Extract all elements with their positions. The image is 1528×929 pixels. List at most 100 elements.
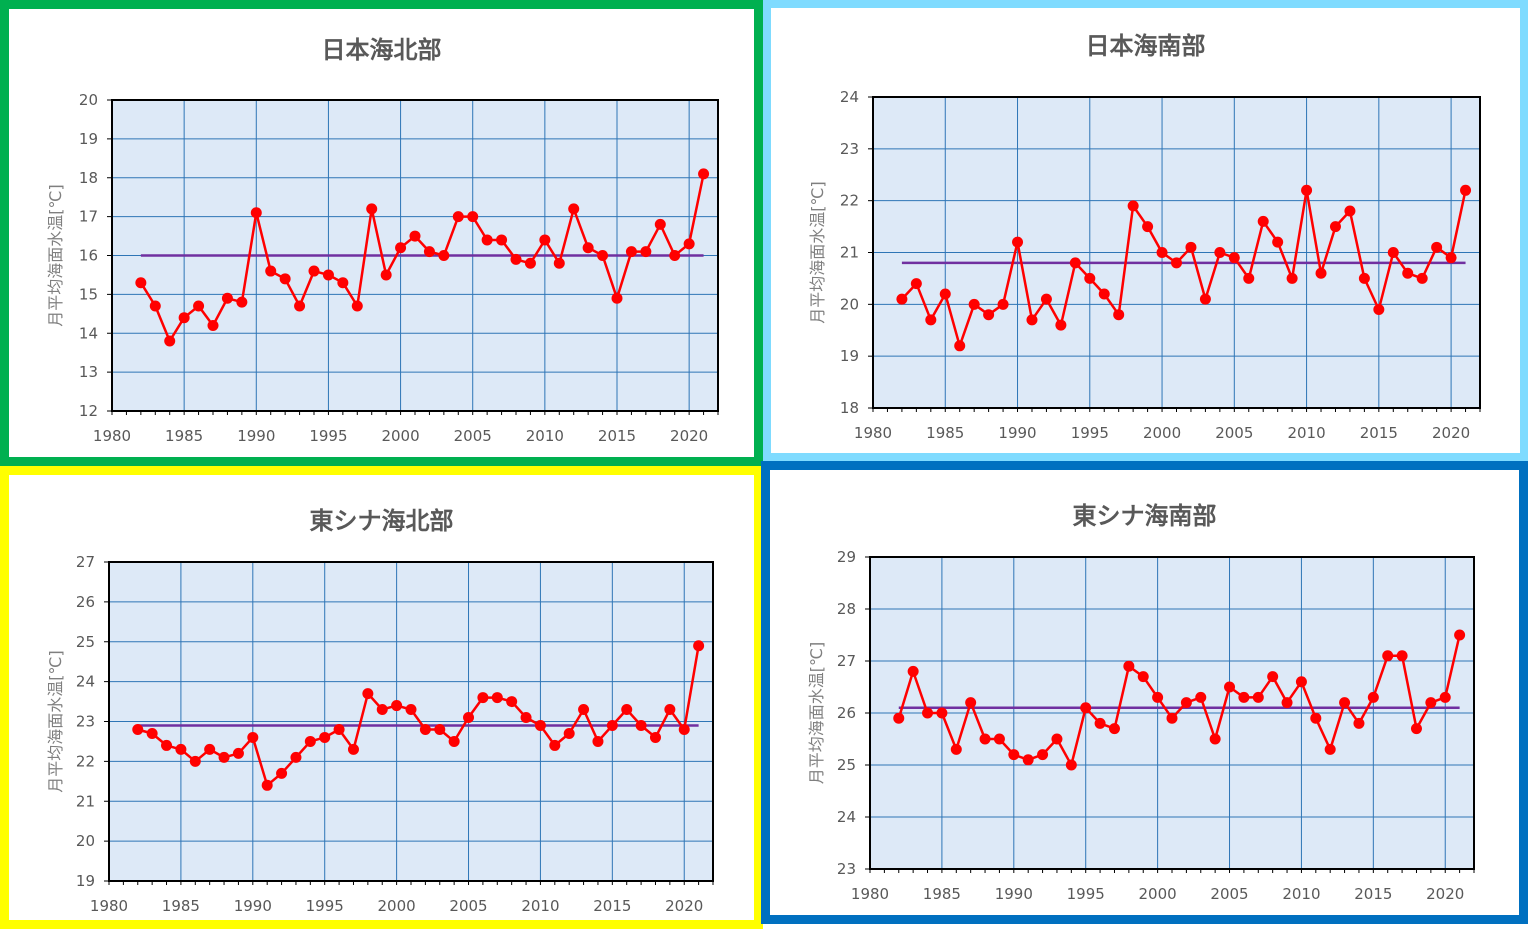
y-tick-label: 14 xyxy=(79,324,98,342)
data-point xyxy=(132,723,144,735)
data-point xyxy=(333,723,345,735)
x-tick-label: 2010 xyxy=(1287,424,1325,442)
data-point xyxy=(1055,319,1067,331)
chart-east-china-sea-north: 東シナ海北部 19 20 21 22 23 24 25 26 27 1980 1985 1990 1995… xyxy=(46,507,714,915)
data-point xyxy=(683,238,695,250)
data-point xyxy=(506,696,518,708)
data-point xyxy=(1396,650,1408,662)
data-point xyxy=(1272,236,1284,248)
data-point xyxy=(1180,697,1192,709)
x-tick-label: 1995 xyxy=(306,897,344,915)
data-point xyxy=(164,335,176,347)
data-point xyxy=(539,234,551,246)
data-point xyxy=(221,292,233,304)
data-point xyxy=(1243,272,1255,284)
data-point xyxy=(968,298,980,310)
data-point xyxy=(1329,221,1341,233)
data-point xyxy=(319,731,331,743)
x-tick-label: 1985 xyxy=(923,885,961,903)
y-tick-label: 23 xyxy=(837,860,856,878)
data-point xyxy=(362,688,374,700)
y-tick-label: 19 xyxy=(79,130,98,148)
data-point xyxy=(983,309,995,321)
data-point xyxy=(1037,749,1049,761)
data-point xyxy=(380,269,392,281)
data-point xyxy=(1387,247,1399,258)
data-point xyxy=(189,755,201,767)
x-tick-label: 2020 xyxy=(1432,424,1470,442)
x-tick-label: 2000 xyxy=(381,427,419,445)
data-point xyxy=(649,731,661,743)
y-tick-label: 21 xyxy=(76,792,95,810)
data-point xyxy=(896,293,908,305)
data-point xyxy=(1344,205,1356,217)
data-point xyxy=(304,735,316,747)
data-point xyxy=(1209,733,1221,745)
x-tick-label: 1995 xyxy=(1071,424,1109,442)
y-tick-label: 21 xyxy=(840,244,859,262)
data-point xyxy=(611,292,623,304)
data-point xyxy=(1445,252,1457,264)
data-point xyxy=(1199,293,1211,305)
x-tick-label: 2015 xyxy=(1360,424,1398,442)
data-point xyxy=(135,277,147,289)
data-point xyxy=(907,665,919,677)
data-point xyxy=(1431,241,1443,253)
x-tick-label: 2020 xyxy=(1426,885,1464,903)
data-point xyxy=(236,296,248,308)
data-point xyxy=(1281,697,1293,709)
data-point xyxy=(1142,221,1154,233)
y-tick-label: 12 xyxy=(79,402,98,420)
y-tick-label: 19 xyxy=(840,347,859,365)
data-point xyxy=(347,743,359,755)
data-point xyxy=(1228,252,1240,264)
x-tick-label: 2020 xyxy=(665,897,703,915)
data-point xyxy=(395,242,407,254)
data-point xyxy=(178,312,190,324)
data-point xyxy=(438,250,450,261)
data-point xyxy=(448,735,460,747)
data-point xyxy=(553,257,565,269)
x-tick-label: 1990 xyxy=(998,424,1036,442)
data-point xyxy=(1410,723,1422,735)
data-point xyxy=(1382,650,1394,662)
data-point xyxy=(366,203,378,215)
data-point xyxy=(276,767,288,779)
x-tick-label: 2005 xyxy=(1215,424,1253,442)
y-tick-label: 26 xyxy=(837,704,856,722)
data-point xyxy=(261,779,273,791)
x-tick-label: 2000 xyxy=(1139,885,1177,903)
chart-sea-japan-south: 日本海南部 18 19 20 21 22 23 24 1980 1985 1990 1995 2000 2… xyxy=(808,32,1481,442)
data-point xyxy=(1137,671,1149,683)
y-tick-label: 29 xyxy=(837,548,856,566)
x-tick-label: 2010 xyxy=(526,427,564,445)
data-point xyxy=(678,723,690,735)
data-point xyxy=(218,751,230,763)
data-point xyxy=(549,739,561,751)
data-point xyxy=(1373,304,1385,316)
panel-east-china-sea-south: 東シナ海南部 23 24 25 26 27 28 29 1980 1985 1990 1995 2000… xyxy=(761,461,1528,924)
x-tick-label: 1990 xyxy=(234,897,272,915)
data-point xyxy=(965,697,977,709)
data-point xyxy=(1040,293,1052,305)
data-point xyxy=(423,246,435,258)
panel-sea-japan-south: 日本海南部 18 19 20 21 22 23 24 1980 1985 1990 1995 2000 2… xyxy=(763,0,1528,461)
data-point xyxy=(910,278,922,290)
x-tick-label: 1985 xyxy=(165,427,203,445)
data-point xyxy=(1252,691,1264,703)
data-point xyxy=(1214,247,1226,258)
plot-border xyxy=(108,561,714,882)
data-point xyxy=(1238,691,1250,703)
data-point xyxy=(582,242,594,254)
data-point xyxy=(207,319,219,331)
y-tick-label: 24 xyxy=(837,808,856,826)
data-point xyxy=(491,692,503,704)
data-point xyxy=(1301,184,1313,196)
data-point xyxy=(640,246,652,258)
data-point xyxy=(922,707,934,719)
data-point xyxy=(1152,691,1164,703)
data-point xyxy=(1339,697,1351,709)
y-tick-label: 16 xyxy=(79,247,98,265)
y-axis-label: 月平均海面水温[℃] xyxy=(807,642,826,784)
x-tick-label: 2015 xyxy=(598,427,636,445)
